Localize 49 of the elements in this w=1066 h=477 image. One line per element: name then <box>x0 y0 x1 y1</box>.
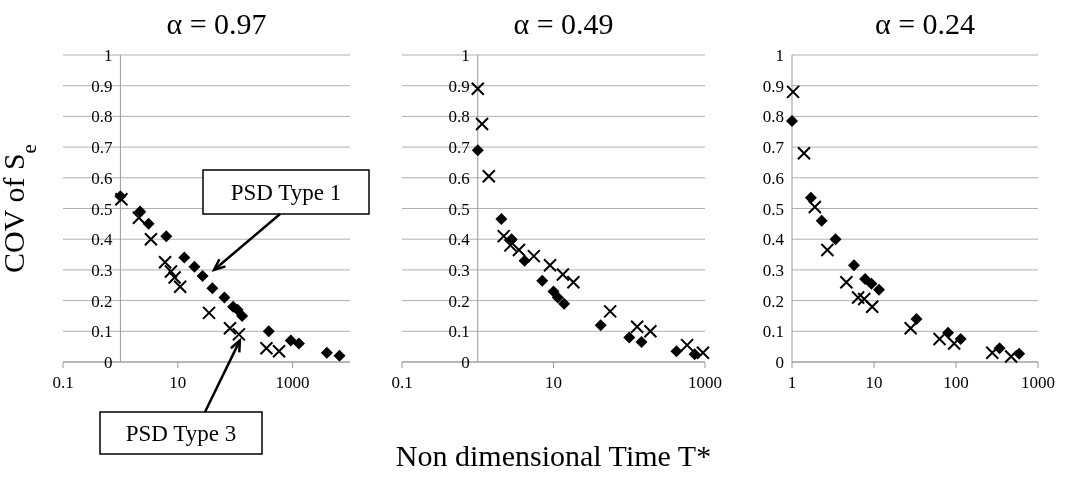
x-tick-label: 1000 <box>275 373 310 392</box>
y-tick-label: 1 <box>103 46 113 65</box>
y-tick-label: 0.2 <box>91 291 113 311</box>
x-tick-label: 0.1 <box>391 373 413 392</box>
x-tick-label: 1000 <box>688 373 722 392</box>
y-tick-label: 0.6 <box>762 168 784 188</box>
x-tick-label: 1 <box>787 373 797 392</box>
y-tick-label: 0.6 <box>448 168 470 188</box>
y-tick-label: 0.2 <box>762 291 784 311</box>
y-tick-label: 0.2 <box>448 291 470 311</box>
x-tick-label: 100 <box>943 373 969 392</box>
y-tick-label: 0.5 <box>91 199 113 219</box>
x-tick-label: 10 <box>865 373 883 392</box>
y-tick-label: 0.8 <box>91 107 113 127</box>
y-tick-label: 0.6 <box>91 168 113 188</box>
chart-title: α = 0.97 <box>166 7 267 40</box>
x-tick-label: 10 <box>169 373 187 392</box>
y-tick-label: 0.9 <box>762 76 784 96</box>
y-tick-label: 0.3 <box>762 260 784 280</box>
chart-title: α = 0.24 <box>874 7 976 40</box>
y-tick-label: 0.7 <box>762 138 785 158</box>
y-tick-label: 0.5 <box>448 199 470 219</box>
y-tick-label: 0.4 <box>762 230 785 250</box>
y-tick-label: 0.8 <box>762 107 784 127</box>
y-tick-label: 0.1 <box>91 322 113 342</box>
y-tick-label: 0.1 <box>762 322 784 342</box>
y-tick-label: 0.9 <box>91 76 113 96</box>
y-tick-label: 0.9 <box>448 76 470 96</box>
y-tick-label: 0 <box>461 353 470 372</box>
y-tick-label: 0.3 <box>448 260 470 280</box>
x-tick-label: 10 <box>545 373 562 392</box>
y-tick-label: 0.1 <box>448 322 470 342</box>
y-tick-label: 1 <box>775 46 784 65</box>
y-tick-label: 0.7 <box>91 138 113 158</box>
y-tick-label: 0.5 <box>762 199 784 219</box>
annotation: PSD Type 3 <box>125 421 237 446</box>
x-axis-title: Non dimensional Time T* <box>395 439 712 472</box>
chart-title: α = 0.49 <box>513 7 614 40</box>
y-tick-label: 1 <box>461 46 470 65</box>
y-tick-label: 0 <box>775 353 784 372</box>
annotation: PSD Type 1 <box>230 180 342 205</box>
y-tick-label: 0 <box>103 353 113 372</box>
y-tick-label: 0.3 <box>91 260 113 280</box>
y-tick-label: 0.4 <box>448 230 471 250</box>
x-tick-label: 1000 <box>1021 373 1055 392</box>
y-tick-label: 0.4 <box>91 230 113 250</box>
x-tick-label: 0.1 <box>52 373 74 392</box>
y-tick-label: 0.8 <box>448 107 470 127</box>
y-tick-label: 0.7 <box>448 138 471 158</box>
